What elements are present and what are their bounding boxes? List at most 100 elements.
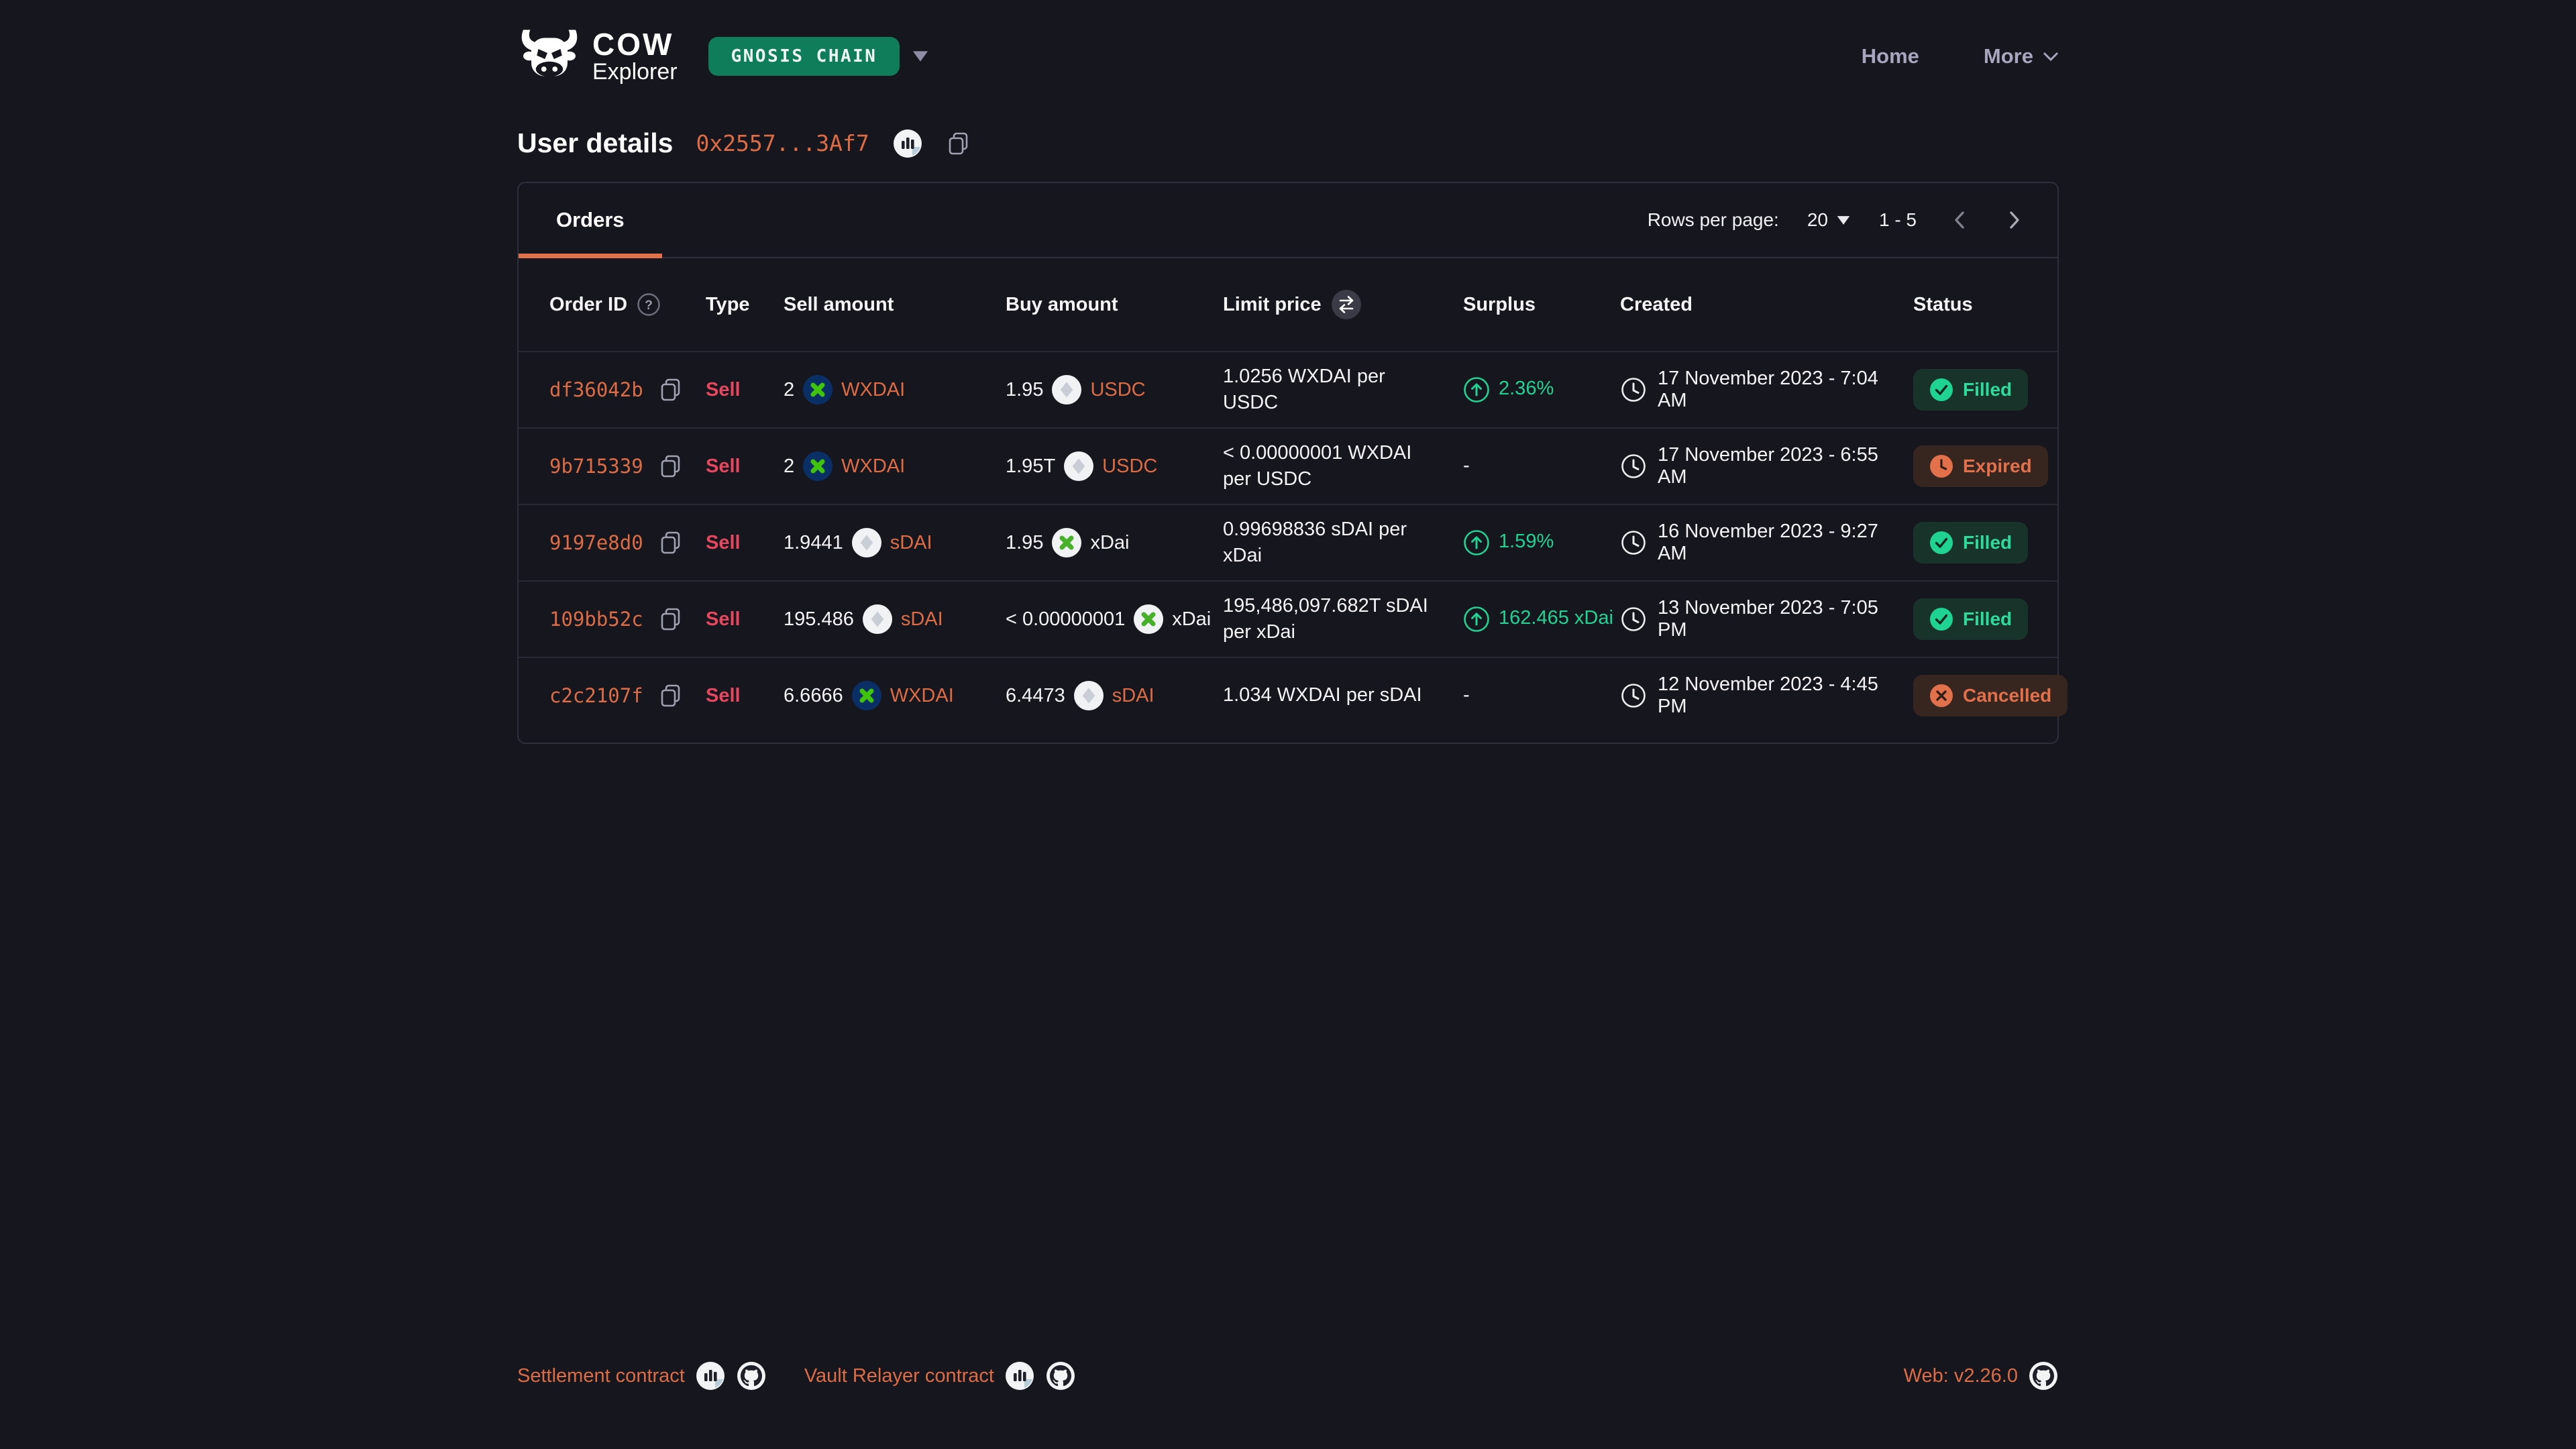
buy-token-symbol[interactable]: USDC [1090, 378, 1146, 400]
limit-price: < 0.00000001 WXDAI per USDC [1223, 441, 1412, 490]
created-cell: 16 November 2023 - 9:27 AM [1620, 521, 1908, 565]
surplus-cell: 1.59% [1463, 529, 1615, 556]
status-expired-icon [1930, 455, 1953, 478]
blockscout-icon[interactable] [695, 1360, 726, 1391]
sell-token-symbol[interactable]: sDAI [900, 608, 943, 630]
clock-icon [1621, 607, 1646, 631]
network-selector[interactable]: GNOSIS CHAIN [708, 37, 930, 76]
buy-amount-cell: < 0.00000001 xDai [1006, 604, 1218, 634]
web-version-label[interactable]: Web: v2.26.0 [1903, 1364, 2018, 1387]
buy-amount-cell: 1.95T USDC [1006, 451, 1218, 481]
table-row: df36042b Sell 2 WXDAI 1.95 USDC [519, 351, 2057, 427]
limit-price: 1.034 WXDAI per sDAI [1223, 684, 1422, 706]
created-cell: 17 November 2023 - 6:55 AM [1620, 444, 1908, 488]
network-dropdown-icon[interactable] [912, 50, 929, 62]
sell-token-symbol[interactable]: WXDAI [841, 455, 906, 477]
top-bar: COW Explorer GNOSIS CHAIN Home More [517, 0, 2059, 113]
github-icon[interactable] [1045, 1360, 1076, 1391]
surplus-cell: - [1463, 683, 1615, 708]
order-id-cell: c2c2107f [549, 683, 700, 708]
status-filled-icon [1930, 608, 1953, 631]
buy-token-icon [1134, 604, 1164, 634]
nav-more[interactable]: More [1984, 44, 2059, 68]
order-id-link[interactable]: df36042b [549, 378, 643, 401]
copy-icon[interactable] [658, 377, 684, 402]
github-icon[interactable] [736, 1360, 767, 1391]
buy-token-icon [1052, 528, 1082, 557]
blockscout-icon[interactable] [1004, 1360, 1035, 1391]
order-id-link[interactable]: 9197e8d0 [549, 531, 643, 554]
order-id-cell: 109bb52c [549, 606, 700, 632]
sell-token-icon [851, 528, 881, 557]
created-date: 13 November 2023 - 7:05 PM [1658, 597, 1878, 641]
cow-explorer-logo[interactable]: COW Explorer [517, 29, 678, 85]
sell-token-symbol[interactable]: WXDAI [841, 378, 906, 400]
status-cell: Expired [1913, 445, 2048, 487]
rows-per-page-select[interactable]: 20 [1807, 209, 1851, 231]
footer: Settlement contract Vault Relayer contra… [0, 1360, 2576, 1449]
user-address[interactable]: 0x2557...3Af7 [696, 130, 869, 156]
blockscout-icon[interactable] [892, 128, 923, 159]
next-page-icon[interactable] [2002, 209, 2025, 231]
buy-token-symbol[interactable]: sDAI [1112, 684, 1155, 706]
status-cancelled-icon [1930, 684, 1953, 707]
status-badge: Filled [1913, 522, 2029, 564]
buy-amount: < 0.00000001 [1006, 608, 1126, 630]
network-selector-label[interactable]: GNOSIS CHAIN [708, 37, 900, 76]
clock-icon [1621, 684, 1646, 708]
copy-icon[interactable] [658, 530, 684, 555]
cow-logo-icon [517, 29, 582, 85]
order-id-cell: 9197e8d0 [549, 530, 700, 555]
surplus-value: 1.59% [1499, 531, 1554, 552]
swap-icon[interactable] [1331, 289, 1362, 320]
created-cell: 13 November 2023 - 7:05 PM [1620, 597, 1908, 641]
created-date: 17 November 2023 - 6:55 AM [1658, 444, 1878, 488]
buy-token-symbol[interactable]: xDai [1172, 608, 1212, 630]
sell-amount-cell: 2 WXDAI [784, 451, 1000, 481]
buy-amount: 1.95 [1006, 531, 1044, 553]
table-row: 109bb52c Sell 195.486 sDAI < 0.00000001 [519, 580, 2057, 657]
nav-home-label: Home [1861, 44, 1919, 68]
clock-icon [1621, 454, 1646, 478]
copy-icon[interactable] [658, 683, 684, 708]
nav-home[interactable]: Home [1862, 44, 1919, 68]
created-cell: 12 November 2023 - 4:45 PM [1620, 674, 1908, 718]
limit-price: 0.99698836 sDAI per xDai [1223, 518, 1407, 566]
sell-amount-cell: 195.486 sDAI [784, 604, 1000, 634]
created-date: 12 November 2023 - 4:45 PM [1658, 674, 1878, 717]
more-chevron-icon [2043, 52, 2059, 62]
help-icon[interactable]: ? [637, 292, 661, 317]
rows-per-page-value: 20 [1807, 209, 1828, 230]
sell-token-symbol[interactable]: WXDAI [890, 684, 954, 706]
sell-token-symbol[interactable]: sDAI [890, 531, 932, 553]
vault-relayer-contract-link: Vault Relayer contract [804, 1360, 1076, 1391]
rows-per-page-label: Rows per page: [1647, 209, 1779, 230]
sell-amount: 2 [784, 455, 795, 477]
prev-page-icon[interactable] [1949, 209, 1972, 231]
status-badge: Filled [1913, 369, 2029, 411]
table-row: c2c2107f Sell 6.6666 WXDAI 6.4473 [519, 657, 2068, 733]
order-id-link[interactable]: 9b715339 [549, 455, 643, 478]
sell-amount-cell: 6.6666 WXDAI [784, 681, 1000, 710]
orders-table-body: df36042b Sell 2 WXDAI 1.95 USDC [519, 351, 2068, 743]
col-created: Created [1620, 293, 1693, 315]
status-filled-icon [1930, 378, 1953, 401]
buy-token-symbol[interactable]: xDai [1090, 531, 1130, 553]
order-id-link[interactable]: c2c2107f [549, 684, 643, 707]
order-id-link[interactable]: 109bb52c [549, 608, 643, 631]
github-icon[interactable] [2028, 1360, 2059, 1391]
tab-orders[interactable]: Orders [519, 183, 662, 258]
copy-icon[interactable] [658, 453, 684, 479]
web-version: Web: v2.26.0 [1904, 1360, 2059, 1391]
surplus-up-icon [1464, 530, 1489, 555]
settlement-contract-label[interactable]: Settlement contract [517, 1364, 685, 1387]
vault-relayer-contract-label[interactable]: Vault Relayer contract [804, 1364, 994, 1387]
copy-address-icon[interactable] [946, 131, 971, 156]
surplus-up-icon [1464, 377, 1489, 402]
copy-icon[interactable] [658, 606, 684, 632]
buy-token-icon [1052, 375, 1082, 405]
rows-per-page-dropdown-icon [1837, 215, 1850, 225]
col-buy-amount: Buy amount [1006, 293, 1118, 315]
buy-token-symbol[interactable]: USDC [1102, 455, 1158, 477]
order-id-cell: 9b715339 [549, 453, 700, 479]
